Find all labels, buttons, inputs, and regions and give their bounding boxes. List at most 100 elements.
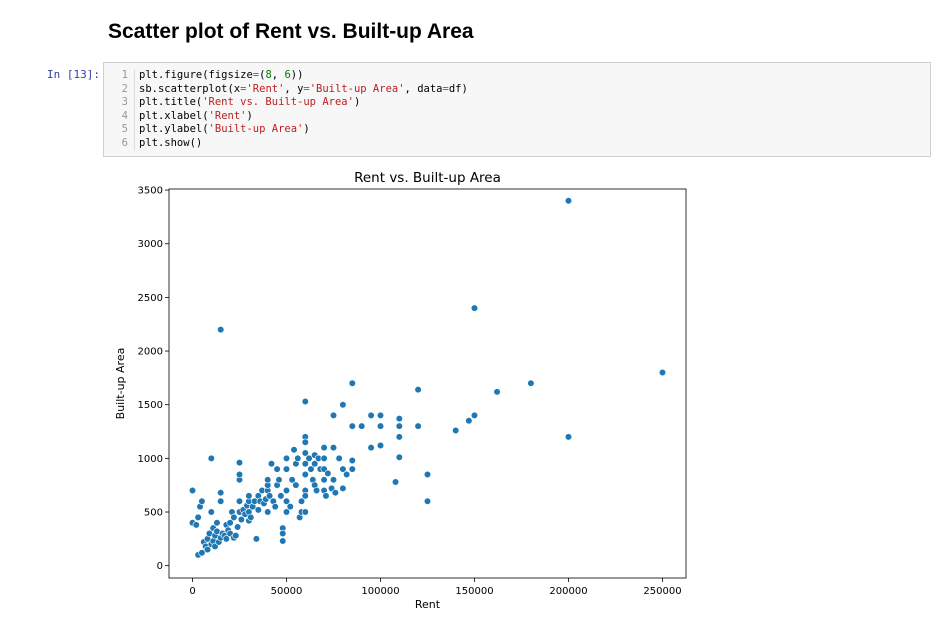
data-point	[217, 489, 225, 497]
code-token: (	[259, 69, 266, 81]
data-point	[376, 422, 385, 430]
data-point	[395, 422, 403, 430]
y-tick-label: 500	[144, 508, 163, 519]
data-point	[301, 470, 309, 479]
data-point	[343, 470, 351, 479]
y-tick-label: 1000	[138, 454, 163, 465]
code-line: 2 sb.scatterplot(x='Rent', y='Built-up Ar…	[112, 82, 468, 97]
data-point	[226, 519, 234, 527]
data-point	[320, 444, 328, 452]
data-point	[207, 454, 215, 462]
data-point	[301, 397, 309, 406]
code-token: 6	[284, 69, 291, 81]
chart-title: Rent vs. Built-up Area	[354, 170, 501, 186]
code-token: plt.xlabel(	[139, 109, 209, 122]
data-point	[294, 454, 302, 462]
data-point	[358, 422, 366, 430]
code-line: 1 plt.figure(figsize=(8, 6))	[112, 69, 468, 83]
data-point	[273, 465, 281, 473]
data-point	[564, 197, 573, 205]
code-token: plt.figure(figsize	[139, 69, 253, 81]
data-point	[470, 411, 479, 420]
data-point	[339, 465, 347, 473]
code-line: 3 plt.title('Rent vs. Built-up Area')	[112, 96, 468, 110]
data-point	[282, 454, 291, 462]
data-point	[282, 465, 291, 473]
data-point	[247, 513, 255, 521]
data-point	[311, 460, 319, 468]
code-token: df)	[448, 82, 468, 95]
y-tick-label: 3500	[138, 186, 163, 197]
code-editor[interactable]: 1 plt.figure(figsize=(8, 6)) 2 sb.scatterpl…	[112, 69, 468, 151]
data-point	[414, 422, 422, 430]
data-point	[292, 481, 300, 489]
data-point	[367, 411, 375, 420]
data-point	[286, 503, 294, 511]
data-point	[288, 476, 296, 484]
data-point	[339, 484, 347, 492]
section-heading: Scatter plot of Rent vs. Built-up Area	[108, 20, 474, 43]
code-token: =	[240, 82, 247, 95]
code-token: , y	[284, 82, 304, 95]
data-point	[192, 521, 200, 529]
data-point	[301, 438, 309, 446]
data-point	[198, 549, 206, 557]
data-point	[339, 401, 347, 409]
line-number: 2	[112, 82, 135, 97]
data-point	[234, 523, 242, 531]
data-point	[235, 459, 244, 467]
code-token: ))	[290, 69, 304, 81]
data-point	[329, 476, 338, 484]
code-cell[interactable]: 1 plt.figure(figsize=(8, 6)) 2 sb.scatterpl…	[103, 62, 931, 157]
data-point	[331, 489, 339, 497]
data-point	[423, 470, 432, 479]
data-point	[188, 486, 197, 495]
code-token: =	[252, 69, 260, 81]
data-point	[282, 497, 291, 505]
data-point	[452, 426, 460, 435]
data-point	[254, 506, 262, 514]
code-token: 'Rent'	[246, 82, 285, 95]
data-point	[465, 417, 473, 425]
data-point	[470, 304, 479, 312]
data-point	[297, 497, 306, 505]
x-tick-label: 0	[189, 586, 195, 597]
x-tick-label: 150000	[455, 586, 493, 597]
data-point	[493, 388, 501, 396]
data-point	[320, 476, 328, 484]
data-point	[279, 537, 287, 545]
data-point	[217, 497, 225, 505]
data-point	[207, 508, 215, 516]
line-number: 3	[112, 96, 135, 110]
data-point	[305, 454, 313, 462]
data-point	[245, 492, 253, 500]
data-point	[235, 470, 244, 479]
data-point	[252, 535, 261, 543]
data-point	[329, 444, 338, 452]
data-point	[264, 476, 272, 484]
data-point	[348, 422, 356, 430]
data-point	[301, 449, 309, 457]
data-point	[329, 411, 338, 420]
y-tick-label: 1500	[138, 400, 163, 411]
data-point	[320, 454, 328, 462]
code-token: plt.title(	[139, 96, 203, 109]
data-point	[348, 456, 356, 465]
data-point	[395, 415, 403, 423]
data-point	[271, 503, 279, 511]
data-point	[290, 446, 298, 454]
data-point	[275, 476, 283, 484]
data-point	[564, 433, 573, 441]
x-tick-label: 200000	[549, 586, 587, 597]
data-point	[267, 460, 276, 468]
data-point	[324, 469, 332, 477]
code-token: , data	[404, 82, 443, 95]
data-point	[658, 368, 667, 377]
code-token: 'Rent vs. Built-up Area'	[202, 96, 354, 109]
data-point	[222, 535, 230, 543]
code-token: =	[442, 82, 449, 95]
data-point	[232, 532, 240, 540]
y-tick-label: 2000	[138, 347, 163, 358]
data-point	[395, 453, 403, 461]
code-token: plt.ylabel(	[139, 123, 209, 136]
